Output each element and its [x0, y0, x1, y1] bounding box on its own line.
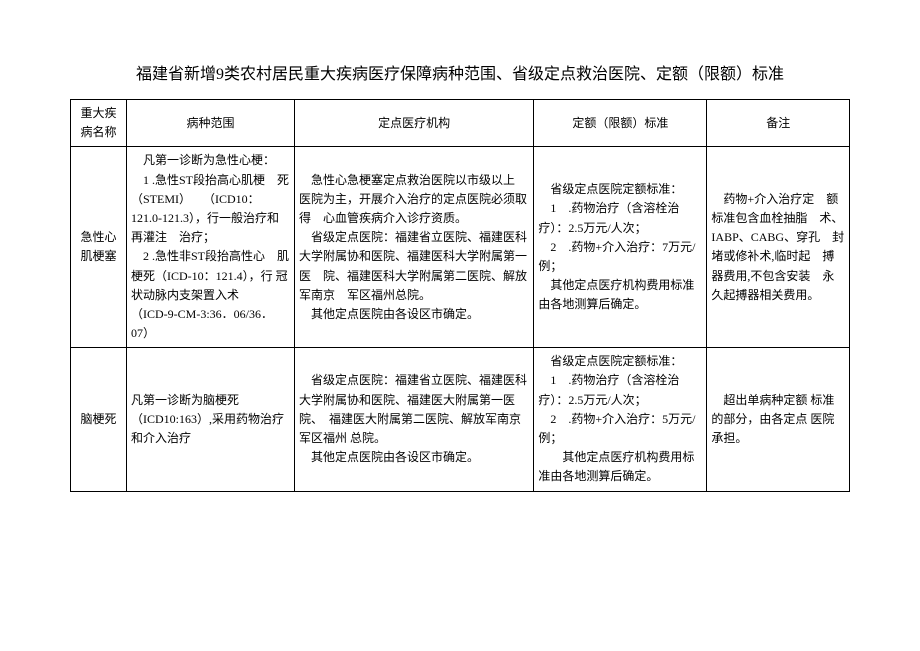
- cell-hospital-1: 省级定点医院：福建省立医院、福建医科 大学附属协和医院、福建医大附属第一医院、 …: [295, 348, 534, 491]
- table-row: 急性心肌梗塞 凡第一诊断为急性心梗： 1 .急性ST段抬高心肌梗 死（STEMI…: [71, 147, 850, 348]
- header-hospital: 定点医疗机构: [295, 100, 534, 147]
- cell-name-0: 急性心肌梗塞: [71, 147, 127, 348]
- cell-hospital-0: 急性心急梗塞定点救治医院以市级以上 医院为主，开展介入治疗的定点医院必须取得 心…: [295, 147, 534, 348]
- header-remark: 备注: [707, 100, 850, 147]
- cell-standard-1: 省级定点医院定额标准： 1 .药物治疗（含溶栓治疗）：2.5万元/人次； 2 .…: [534, 348, 707, 491]
- header-scope: 病种范围: [127, 100, 295, 147]
- header-name: 重大疾病名称: [71, 100, 127, 147]
- disease-table: 重大疾病名称 病种范围 定点医疗机构 定额（限额）标准 备注 急性心肌梗塞 凡第…: [70, 99, 850, 492]
- table-header-row: 重大疾病名称 病种范围 定点医疗机构 定额（限额）标准 备注: [71, 100, 850, 147]
- page-title: 福建省新增9类农村居民重大疾病医疗保障病种范围、省级定点救治医院、定额（限额）标…: [70, 60, 850, 84]
- header-standard: 定额（限额）标准: [534, 100, 707, 147]
- cell-scope-1: 凡第一诊断为脑梗死 （ICD10:163）,采用药物治疗 和介入治疗: [127, 348, 295, 491]
- cell-remark-1: 超出单病种定额 标准的部分，由各定点 医院承担。: [707, 348, 850, 491]
- table-row: 脑梗死 凡第一诊断为脑梗死 （ICD10:163）,采用药物治疗 和介入治疗 省…: [71, 348, 850, 491]
- cell-scope-0: 凡第一诊断为急性心梗： 1 .急性ST段抬高心肌梗 死（STEMI） （ICD1…: [127, 147, 295, 348]
- cell-name-1: 脑梗死: [71, 348, 127, 491]
- cell-remark-0: 药物+介入治疗定 额标准包含血栓抽脂 术、IABP、CABG、穿孔 封堵或修补术…: [707, 147, 850, 348]
- cell-standard-0: 省级定点医院定额标准： 1 .药物治疗（含溶栓治疗）：2.5万元/人次； 2 .…: [534, 147, 707, 348]
